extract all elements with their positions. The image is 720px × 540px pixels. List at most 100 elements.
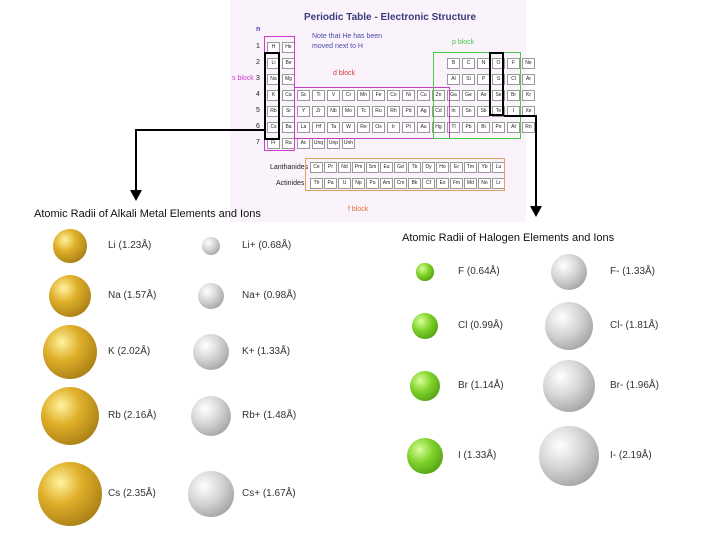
actinide-cell: Bk [408, 178, 421, 189]
lanthanide-cell: Er [450, 162, 463, 173]
p-block-outline [433, 52, 521, 139]
element-cell: Cl [507, 74, 520, 85]
element-cell: Al [447, 74, 460, 85]
element-cell: Sn [462, 106, 475, 117]
alkali-atom-sphere [42, 324, 98, 380]
element-cell: Ne [522, 58, 535, 69]
lanthanide-cell: Ce [310, 162, 323, 173]
actinide-cell: No [478, 178, 491, 189]
alkali-atom-label: Rb (2.16Å) [108, 410, 157, 421]
element-cell: Fe [372, 90, 385, 101]
alkali-ion-label: Rb+ (1.48Å) [242, 410, 297, 421]
halogen-ion-label: Cl- (1.81Å) [610, 320, 659, 331]
f-block-label: f block [348, 206, 369, 213]
row-number: 6 [256, 123, 260, 130]
lanthanide-cell: Dy [422, 162, 435, 173]
element-cell: Y [297, 106, 310, 117]
element-cell: Ni [402, 90, 415, 101]
element-cell: Hg [432, 122, 445, 133]
f-block-outline [305, 158, 505, 191]
element-cell: Te [492, 106, 505, 117]
alkali-atom-sphere [53, 229, 87, 263]
element-cell: Ru [372, 106, 385, 117]
s-block-label: s block [232, 75, 254, 82]
element-cell: O [492, 58, 505, 69]
actinide-cell: Np [352, 178, 365, 189]
element-cell: S [492, 74, 505, 85]
actinide-cell: Am [380, 178, 393, 189]
alkali-ion-label: Cs+ (1.67Å) [242, 488, 296, 499]
lanthanide-cell: Tm [464, 162, 477, 173]
element-cell: V [327, 90, 340, 101]
alkali-atom-sphere [48, 274, 92, 318]
row-number: 1 [256, 43, 260, 50]
element-cell: C [462, 58, 475, 69]
element-cell: Co [387, 90, 400, 101]
element-cell: Sc [297, 90, 310, 101]
alkali-atom-label: K (2.02Å) [108, 346, 151, 357]
d-block-outline [294, 87, 450, 139]
lanthanide-cell: Gd [394, 162, 407, 173]
halogen-atom-label: Cl (0.99Å) [458, 320, 504, 331]
element-cell: Pt [402, 122, 415, 133]
element-cell: At [507, 122, 520, 133]
halogen-title: Atomic Radii of Halogen Elements and Ion… [402, 232, 615, 244]
halogen-ion-label: F- (1.33Å) [610, 266, 656, 277]
element-cell: Pb [462, 122, 475, 133]
alkali-ion-sphere [191, 396, 231, 436]
alkali-ion-sphere [201, 236, 221, 256]
element-cell: Zr [312, 106, 325, 117]
element-cell: Ta [327, 122, 340, 133]
lanthanide-cell: Ho [436, 162, 449, 173]
lanthanide-cell: Nd [338, 162, 351, 173]
halogen-ion-label: Br- (1.96Å) [610, 380, 659, 391]
row-number: 5 [256, 107, 260, 114]
element-cell: Br [507, 90, 520, 101]
lanthanide-cell: Yb [478, 162, 491, 173]
halogen-atom-label: Br (1.14Å) [458, 380, 504, 391]
halogen-ion-label: I- (2.19Å) [610, 450, 652, 461]
alkali-column-highlight [264, 52, 280, 140]
element-cell: Cr [342, 90, 355, 101]
halogen-column-highlight [489, 52, 504, 116]
row-number: 4 [256, 91, 260, 98]
element-cell: In [447, 106, 460, 117]
halogen-arrowhead [530, 206, 542, 217]
halogen-atom-sphere [409, 370, 441, 402]
element-cell: Nb [327, 106, 340, 117]
halogen-atom-sphere [407, 438, 443, 474]
alkali-title: Atomic Radii of Alkali Metal Elements an… [34, 208, 261, 220]
element-cell: Ar [522, 74, 535, 85]
element-cell: Rn [522, 122, 535, 133]
element-cell: Ge [462, 90, 475, 101]
d-block-label: d block [333, 70, 356, 77]
alkali-ion-sphere [197, 282, 225, 310]
halogen-atom-sphere [416, 263, 434, 281]
periodic-table-title: Periodic Table - Electronic Structure [304, 12, 477, 23]
n-label: n [256, 26, 261, 33]
actinide-cell: Pu [366, 178, 379, 189]
lanthanides-label: Lanthanides [270, 164, 309, 171]
element-cell: Au [417, 122, 430, 133]
element-cell: Si [462, 74, 475, 85]
periodic-table-note: Note that He has been moved next to H [312, 33, 383, 50]
lanthanide-cell: Pm [352, 162, 365, 173]
alkali-atom-label: Na (1.57Å) [108, 290, 157, 301]
lanthanide-cell: Pr [324, 162, 337, 173]
actinide-cell: Md [464, 178, 477, 189]
element-cell: Re [357, 122, 370, 133]
row-number: 2 [256, 59, 260, 66]
alkali-atom-label: Cs (2.35Å) [108, 488, 156, 499]
element-cell: Zn [432, 90, 445, 101]
actinide-cell: Cm [394, 178, 407, 189]
halogen-atom-label: F (0.64Å) [458, 266, 500, 277]
element-cell: Cu [417, 90, 430, 101]
element-cell: Bi [477, 122, 490, 133]
halogen-atom-sphere [411, 312, 439, 340]
lanthanide-cell: Sm [366, 162, 379, 173]
element-cell: Po [492, 122, 505, 133]
row-number: 7 [256, 139, 260, 146]
alkali-ion-label: Na+ (0.98Å) [242, 290, 297, 301]
element-cell: F [507, 58, 520, 69]
